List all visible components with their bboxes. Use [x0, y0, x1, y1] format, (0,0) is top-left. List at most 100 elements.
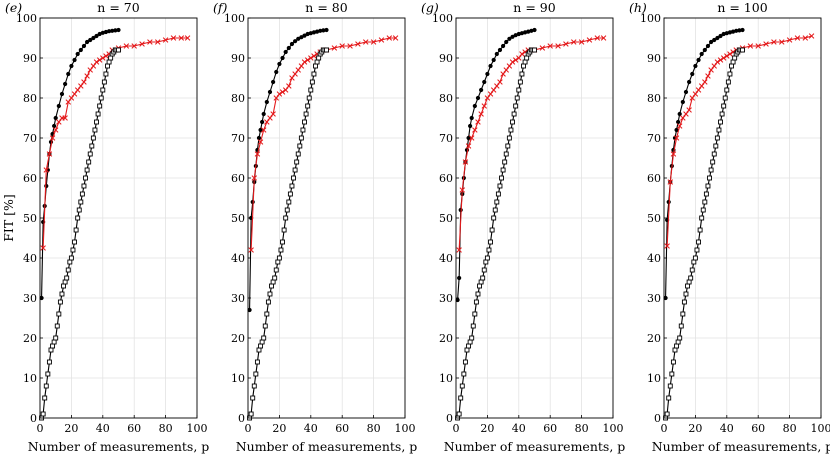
x-tick-label: 20 [64, 422, 78, 435]
data-point [123, 43, 130, 49]
data-point [703, 191, 709, 197]
data-point [686, 107, 692, 113]
data-point [83, 175, 88, 181]
data-point [54, 323, 60, 329]
data-point [532, 47, 537, 53]
y-tick-label: 20 [23, 332, 37, 345]
data-point [81, 79, 87, 85]
y-tick-label: 100 [224, 12, 245, 25]
data-point [309, 79, 315, 85]
data-point [280, 55, 285, 61]
x-tick-label: 80 [575, 422, 589, 435]
data-point [370, 39, 377, 45]
data-point [292, 71, 298, 77]
data-point [472, 127, 478, 133]
data-point [73, 227, 79, 233]
data-point [506, 135, 512, 141]
data-point [254, 359, 260, 365]
data-point [48, 347, 54, 353]
data-point [78, 47, 83, 53]
data-point [378, 37, 385, 43]
series-line [457, 49, 535, 419]
data-point [674, 343, 680, 349]
data-point [700, 207, 706, 213]
data-point [716, 127, 722, 133]
data-point [100, 87, 106, 93]
data-point [484, 95, 491, 101]
x-tick-label: 60 [335, 422, 349, 435]
y-tick-label: 80 [647, 92, 661, 105]
data-point [270, 279, 276, 285]
data-point [734, 28, 739, 33]
data-point [57, 299, 63, 305]
data-point [462, 359, 468, 365]
y-axis-label: FIT [%] [1, 194, 16, 242]
data-point [490, 87, 497, 93]
data-point [74, 87, 81, 93]
series-0 [247, 27, 329, 313]
panel-letter: (g) [421, 0, 439, 15]
data-point [563, 41, 569, 47]
data-point [481, 103, 488, 109]
data-point [707, 175, 712, 181]
data-point [692, 255, 698, 261]
data-point [311, 71, 317, 77]
data-point [264, 99, 269, 105]
series-line [665, 49, 743, 419]
data-point [278, 247, 284, 253]
data-point [56, 311, 62, 317]
data-point [85, 39, 90, 45]
data-point [672, 347, 678, 353]
series-0 [663, 27, 745, 301]
data-point [457, 275, 462, 281]
data-point [62, 279, 68, 285]
data-point [512, 57, 519, 63]
data-point [732, 55, 738, 61]
data-point [519, 51, 525, 57]
y-tick-label: 40 [439, 252, 453, 265]
data-point [276, 91, 283, 97]
data-point [291, 175, 296, 181]
data-point [75, 51, 80, 57]
data-point [289, 183, 295, 189]
data-point [519, 31, 525, 36]
data-point [97, 103, 103, 109]
data-point [771, 39, 777, 45]
data-point [514, 95, 520, 101]
data-point [725, 79, 731, 85]
data-point [516, 31, 521, 37]
x-axis-label: Number of measurements, p [236, 439, 418, 454]
data-point [318, 28, 323, 33]
y-tick-label: 100 [640, 12, 661, 25]
data-point [478, 111, 484, 117]
data-point [705, 183, 711, 189]
data-point [78, 199, 84, 205]
y-tick-label: 30 [439, 292, 453, 305]
data-point [717, 57, 724, 63]
data-point [708, 167, 714, 173]
data-point [702, 79, 708, 85]
data-point [248, 247, 254, 253]
x-tick-label: 0 [37, 422, 44, 435]
data-point [600, 35, 607, 41]
data-point [250, 395, 256, 401]
y-tick-label: 40 [23, 252, 37, 265]
series-2 [39, 47, 121, 421]
data-point [106, 59, 112, 65]
data-point [331, 45, 338, 51]
y-tick-label: 90 [647, 52, 661, 65]
plot-frame [39, 17, 198, 419]
data-point [51, 339, 57, 345]
x-tick-label: 100 [603, 422, 624, 435]
data-point [683, 111, 689, 117]
data-point [308, 31, 313, 36]
data-point [84, 73, 90, 79]
data-point [714, 135, 720, 141]
data-point [711, 151, 717, 157]
data-point [45, 371, 51, 377]
y-tick-label: 80 [439, 92, 453, 105]
data-point [53, 335, 59, 341]
data-point [40, 245, 46, 251]
y-tick-label: 0 [446, 412, 453, 425]
